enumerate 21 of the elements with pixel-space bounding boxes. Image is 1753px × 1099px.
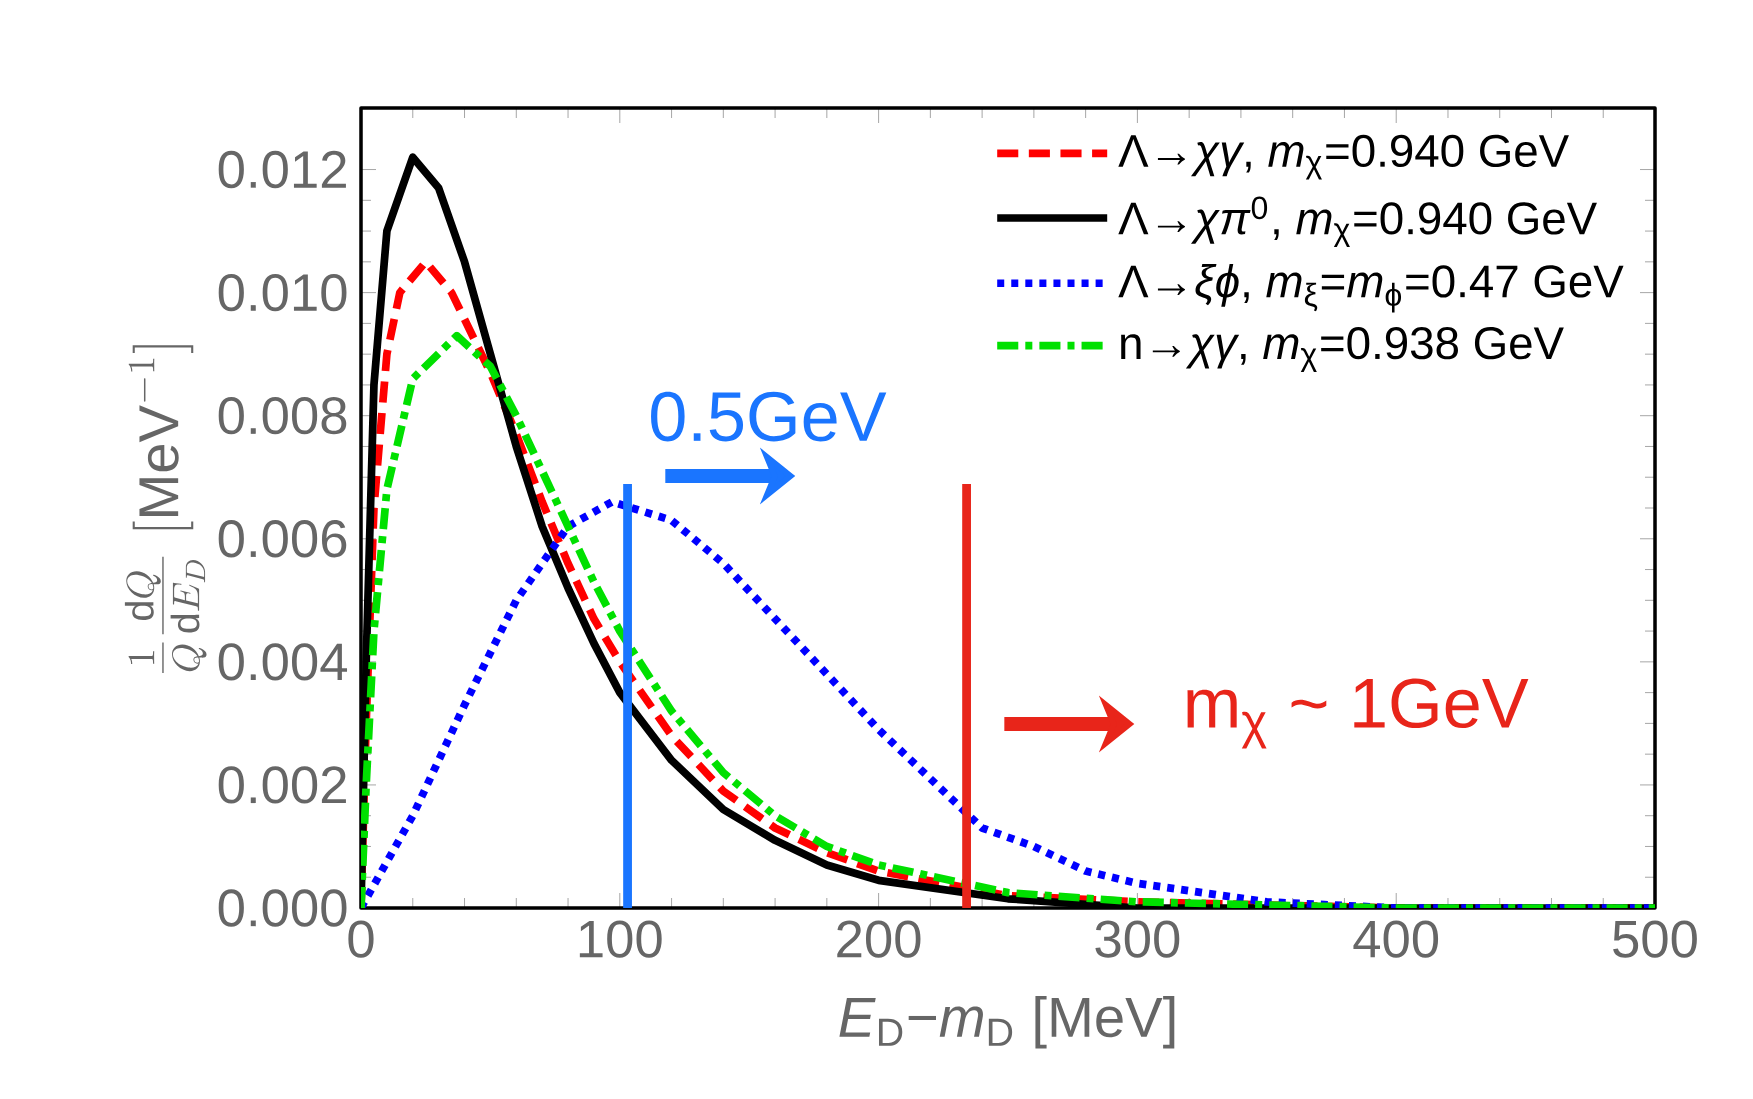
x-tick-label: 300 [1095,920,1180,958]
x-axis-title: E$_{D}$−m$_{D}$ [MeV] [839,995,1175,1049]
x-tick-label: 400 [1353,920,1439,958]
y-tick-label: 0.004 [218,643,348,681]
legend-label: n→χγ, m$_{χ}$=0.938 GeV [1121,327,1564,372]
ref-line-label: 0.5GeV [651,391,887,442]
ref-line-label: m$_{χ}$ ~ 1GeV [1187,678,1529,749]
x-tick-label: 500 [1613,920,1697,958]
x-tick-label: 200 [837,920,921,958]
y-tick-label: 0.012 [218,150,346,189]
x-tick-label: 0 [348,920,374,958]
y-axis-title: $\frac{1}{Q}\frac{\mathrm{d}Q}{\mathrm{d}E_{D}}\;[\mathrm{MeV}^{-1}]$ [124,345,207,674]
y-tick-label: 0.000 [218,889,347,927]
y-tick-label: 0.006 [218,520,347,558]
text: Λ→ξϕ, m$_{ξ}$=m$_{ϕ}$=0.47 GeV [1118,264,1624,313]
legend-label: Λ→χγ, m$_{χ}$=0.940 GeV [1118,134,1569,180]
y-tick-label: 0.010 [218,273,347,312]
x-tick-label: 100 [579,920,662,958]
y-tick-label: 0.002 [218,766,346,804]
y-tick-label: 0.008 [218,397,347,435]
legend-label: Λ→χπ$^{0}$, m$_{χ}$=0.940 GeV [1118,196,1597,248]
